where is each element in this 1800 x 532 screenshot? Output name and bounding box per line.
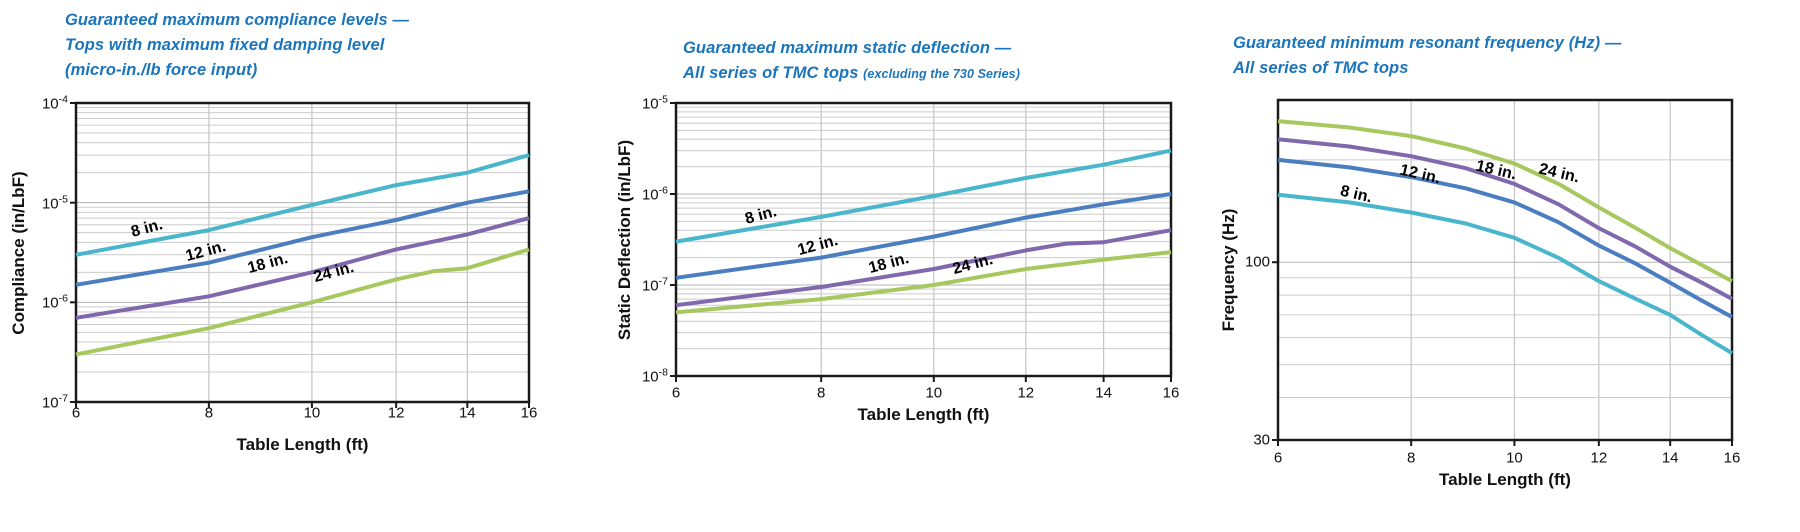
series-line-8-in: [75, 153, 530, 257]
series-line-8-in: [675, 148, 1172, 244]
chart-title: Guaranteed maximum compliance levels — To…: [65, 8, 409, 83]
curve-label-18-in: 18 in.: [1473, 157, 1518, 183]
chart-title-line: All series of TMC tops (excluding the 73…: [683, 61, 1020, 87]
curve-label-12-in: 12 in.: [795, 231, 840, 259]
x-tick-label: 14: [458, 404, 476, 422]
x-tick-label: 14: [1661, 449, 1679, 467]
x-axis-label: Table Length (ft): [1439, 470, 1571, 489]
y-tick-label: 10-7: [641, 275, 668, 295]
curve-label-24-in: 24 in.: [312, 259, 357, 287]
x-tick-label: 16: [520, 404, 538, 422]
series-line-18-in: [75, 216, 530, 320]
chart-title-text: Guaranteed minimum resonant frequency (H…: [1233, 34, 1622, 52]
x-tick-label: 10: [1506, 449, 1523, 467]
series-line-12-in: [75, 189, 530, 287]
y-axis-label: Frequency (Hz): [1219, 208, 1238, 332]
curve-label-24-in: 24 in.: [1536, 160, 1581, 187]
y-tick-label: 10-7: [41, 392, 68, 412]
series-line-24-in: [1277, 119, 1733, 283]
chart-title: Guaranteed maximum static deflection — Al…: [683, 36, 1020, 87]
chart-title-small-text: (excluding the 730 Series): [863, 67, 1020, 81]
y-tick-label: 10-6: [641, 184, 668, 204]
series-line-8-in: [1277, 192, 1734, 355]
chart-title-line: (micro-in./lb force input): [65, 58, 409, 83]
curve-label-8-in: 8 in.: [1338, 182, 1374, 207]
x-tick-label: 16: [1162, 384, 1180, 402]
chart-title-text: Guaranteed maximum compliance levels —: [65, 11, 410, 29]
chart-title-text: Guaranteed maximum static deflection —: [683, 39, 1012, 57]
series-line-24-in: [675, 250, 1172, 315]
chart-title-line: Guaranteed maximum compliance levels —: [65, 8, 409, 33]
chart-title-line: Guaranteed minimum resonant frequency (H…: [1233, 31, 1622, 56]
series-line-18-in: [675, 228, 1172, 308]
chart-title: Guaranteed minimum resonant frequency (H…: [1233, 31, 1622, 81]
series-line-24-in: [75, 247, 530, 357]
y-tick-label: 10-6: [41, 292, 68, 312]
x-tick-label: 6: [71, 404, 81, 422]
x-tick-label: 10: [303, 404, 321, 422]
x-tick-label: 10: [925, 384, 943, 402]
chart-title-line: All series of TMC tops: [1233, 56, 1622, 81]
x-tick-label: 6: [1273, 449, 1283, 467]
curve-label-18-in: 18 in.: [246, 249, 291, 277]
y-axis-label: Compliance (in/LbF): [9, 170, 28, 335]
y-tick-label: 10-5: [41, 193, 68, 213]
plot-border: [1276, 98, 1734, 442]
chart-title-text: All series of TMC tops: [1233, 59, 1409, 77]
curve-label-8-in: 8 in.: [743, 202, 779, 228]
curve-label-12-in: 12 in.: [1398, 162, 1442, 188]
curve-label-8-in: 8 in.: [129, 215, 165, 241]
chart-title-line: Guaranteed maximum static deflection —: [683, 36, 1020, 61]
chart-title-line: Tops with maximum fixed damping level: [65, 33, 409, 58]
x-tick-label: 12: [387, 404, 405, 422]
y-tick-label: 30: [1253, 431, 1270, 449]
x-tick-label: 12: [1017, 384, 1035, 402]
y-tick-label: 10-8: [641, 366, 668, 386]
x-axis-label: Table Length (ft): [236, 435, 369, 454]
chart-title-text: All series of TMC tops: [683, 64, 864, 82]
plot-border: [674, 101, 1173, 378]
curve-label-18-in: 18 in.: [866, 250, 911, 278]
chart-title-text: Tops with maximum fixed damping level: [65, 36, 385, 54]
series-line-12-in: [675, 192, 1172, 280]
series-line-18-in: [1277, 137, 1733, 301]
x-tick-label: 12: [1590, 449, 1608, 467]
curve-label-24-in: 24 in.: [950, 251, 995, 279]
y-tick-label: 10-5: [641, 93, 668, 113]
x-tick-label: 8: [817, 384, 826, 402]
x-tick-label: 14: [1095, 384, 1112, 402]
plot-border: [74, 101, 531, 404]
x-axis-label: Table Length (ft): [857, 405, 990, 424]
y-axis-label: Static Deflection (in/LbF): [615, 139, 634, 340]
y-tick-label: 100: [1244, 253, 1270, 271]
y-tick-label: 10-4: [41, 93, 68, 113]
x-tick-label: 6: [671, 384, 681, 402]
x-tick-label: 16: [1723, 449, 1741, 467]
series-line-12-in: [1277, 157, 1733, 319]
x-tick-label: 8: [204, 404, 214, 422]
curve-label-12-in: 12 in.: [183, 237, 228, 266]
chart-title-text: (micro-in./lb force input): [65, 61, 258, 79]
x-tick-label: 8: [1406, 449, 1416, 467]
